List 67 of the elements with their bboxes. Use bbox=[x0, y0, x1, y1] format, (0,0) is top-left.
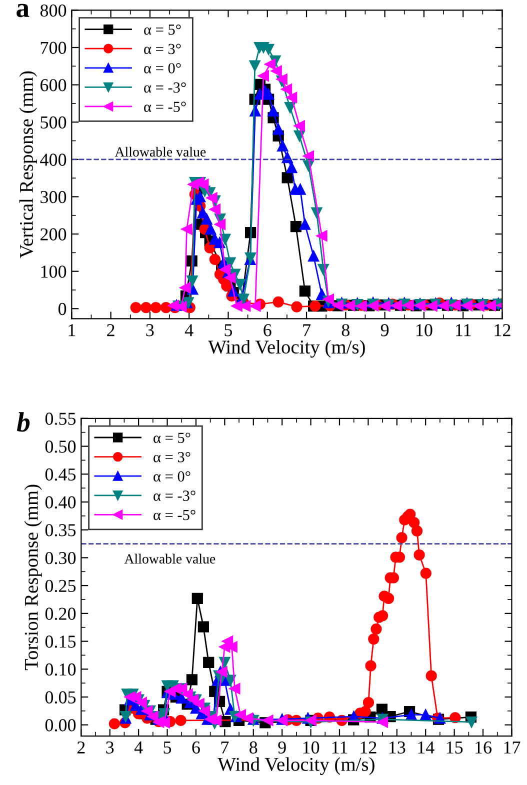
x-axis-title: Wind Velocity (m/s) bbox=[208, 340, 365, 358]
x-tick-label: 9 bbox=[278, 741, 286, 754]
y-tick-label: 300 bbox=[40, 190, 66, 204]
x-tick-label: 2 bbox=[77, 741, 85, 754]
y-tick-label: 0.00 bbox=[45, 719, 76, 732]
legend-label: α = 5° bbox=[154, 432, 190, 443]
y-tick-label: 200 bbox=[40, 228, 66, 240]
x-tick-label: 6 bbox=[264, 324, 272, 336]
legend-label: α = -5° bbox=[154, 510, 196, 520]
y-tick-label: 0.55 bbox=[45, 412, 76, 425]
legend-label: α = 5° bbox=[144, 24, 181, 35]
legend-label: α = -3° bbox=[144, 82, 186, 93]
x-tick-label: 11 bbox=[332, 741, 348, 754]
y-tick-label: 0.30 bbox=[45, 552, 76, 564]
x-tick-label: 14 bbox=[418, 741, 434, 754]
x-tick-label: 5 bbox=[224, 324, 232, 336]
x-tick-label: 3 bbox=[106, 741, 114, 754]
legend-label: α = -3° bbox=[154, 490, 196, 501]
x-tick-label: 13 bbox=[389, 741, 406, 754]
x-tick-label: 10 bbox=[416, 324, 432, 336]
x-tick-label: 3 bbox=[146, 324, 154, 336]
y-tick-label: 0.50 bbox=[45, 440, 76, 453]
y-tick-label: 600 bbox=[40, 79, 66, 92]
x-tick-label: 2 bbox=[107, 324, 114, 336]
x-tick-label: 16 bbox=[476, 741, 492, 754]
x-tick-label: 12 bbox=[360, 741, 376, 754]
x-tick-label: 5 bbox=[164, 742, 172, 754]
legend-label: α = 3° bbox=[154, 452, 190, 462]
x-tick-label: 10 bbox=[303, 741, 320, 754]
y-tick-label: 800 bbox=[40, 4, 66, 17]
ref-line-label: Allowable value bbox=[114, 146, 206, 157]
chart-title: b bbox=[16, 412, 30, 432]
y-tick-label: 0.25 bbox=[45, 580, 76, 592]
y-tick-label: 0.10 bbox=[45, 663, 76, 676]
x-tick-label: 15 bbox=[446, 741, 463, 754]
x-tick-label: 1 bbox=[68, 324, 76, 336]
y-axis-title: Torsion Response (mm) bbox=[24, 484, 42, 670]
legend-label: α = 0° bbox=[154, 471, 190, 482]
y-axis-title: Vertical Response (mm) bbox=[19, 71, 37, 258]
y-tick-label: 0.15 bbox=[45, 636, 76, 648]
x-axis-title: Wind Velocity (m/s) bbox=[218, 757, 374, 775]
x-tick-label: 4 bbox=[134, 742, 143, 754]
x-tick-label: 7 bbox=[303, 324, 311, 336]
x-tick-label: 8 bbox=[250, 741, 258, 754]
x-tick-label: 11 bbox=[456, 324, 471, 336]
x-tick-label: 17 bbox=[504, 741, 520, 754]
x-tick-label: 7 bbox=[221, 742, 229, 754]
legend-label: α = 0° bbox=[144, 63, 181, 74]
y-tick-label: 0.05 bbox=[45, 691, 76, 704]
x-tick-label: 8 bbox=[342, 324, 350, 336]
y-tick-label: 500 bbox=[40, 116, 66, 129]
y-tick-label: 100 bbox=[41, 266, 66, 278]
y-tick-label: 0.35 bbox=[45, 524, 76, 536]
x-tick-label: 12 bbox=[494, 324, 510, 336]
y-tick-label: 0.40 bbox=[45, 496, 76, 509]
legend-label: α = -5° bbox=[144, 102, 186, 112]
x-tick-label: 9 bbox=[380, 324, 389, 336]
y-tick-label: 0 bbox=[58, 302, 66, 316]
legend-label: α = 3° bbox=[144, 44, 181, 54]
y-tick-label: 400 bbox=[40, 154, 66, 166]
x-tick-label: 4 bbox=[184, 324, 194, 336]
y-tick-label: 0.20 bbox=[45, 608, 76, 620]
y-tick-label: 700 bbox=[40, 42, 66, 54]
y-tick-label: 0.45 bbox=[45, 468, 76, 481]
x-tick-label: 6 bbox=[192, 741, 200, 754]
chart-title: a bbox=[16, 4, 30, 18]
ref-line-label: Allowable value bbox=[124, 554, 216, 564]
